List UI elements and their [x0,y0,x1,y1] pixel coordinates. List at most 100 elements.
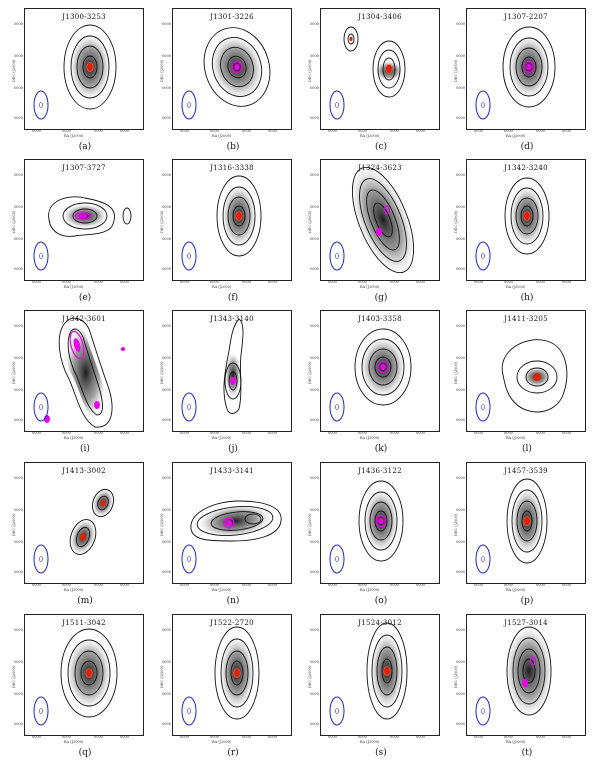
subfigure-caption: (i) [80,444,90,454]
subfigure-panel: J1342-3240 0000 0000 0000 0000 0000 0000 0000 00… [452,155,598,308]
contour-line [230,660,244,686]
y-axis-label: DEC (J2000) [308,59,312,82]
x-tick-label: 0000 [62,735,71,739]
beam-inner [481,404,485,410]
beam-inner [481,102,485,108]
magenta-contour [74,212,92,220]
y-tick-label: 0000 [456,540,465,544]
y-tick-label: 0000 [162,22,171,26]
y-tick-label: 0000 [310,22,319,26]
source-title: J1343-3140 [210,315,254,323]
source-title: J1307-3727 [62,164,106,172]
subfigure-panel: J1527-3014 0000 0000 0000 0000 0000 0000 0000 00… [452,610,598,763]
y-tick-label: 0000 [162,237,171,241]
y-tick-label: 0000 [162,508,171,512]
radio-map [475,177,550,271]
source-title: J1304-3406 [358,13,402,21]
subfigure-caption: (k) [374,444,388,454]
radio-map [33,196,132,271]
core-marker [85,668,93,678]
contour-line [82,55,98,79]
y-tick-label: 0000 [14,54,23,58]
x-axis-label: RA (J2000) [64,588,84,592]
y-tick-label: 0000 [14,22,23,26]
contour-line [510,187,544,245]
radio-map [33,628,118,726]
y-tick-label: 0000 [456,418,465,422]
x-axis-label: RA (J2000) [360,588,380,592]
subfigure-caption: (p) [520,596,534,606]
x-tick-label: 0000 [120,280,129,284]
x-tick-label: 0000 [390,280,399,284]
y-tick-label: 0000 [310,418,319,422]
radio-map [475,26,556,120]
y-tick-label: 0000 [456,173,465,177]
x-tick-label: 0000 [536,280,545,284]
x-tick-label: 0000 [268,735,277,739]
core-marker [86,62,94,72]
beam-ellipse [475,90,491,120]
subfigure-caption: (q) [78,748,92,758]
y-axis-label: DEC (J2000) [308,513,312,536]
y-tick-label: 0000 [14,476,23,480]
y-axis-label: DEC (J2000) [160,361,164,384]
x-axis-label: RA (J2000) [506,436,526,440]
beam-inner [39,253,43,259]
contour-line [216,175,262,257]
x-tick-label: 0000 [328,129,337,133]
source-title: J1527-3014 [504,619,548,627]
x-axis-label: RA (J2000) [212,285,232,289]
core-marker [383,666,391,676]
contour-line [60,628,118,718]
contour-line [343,26,359,52]
y-axis-label: DEC (J2000) [454,513,458,536]
x-tick-label: 0000 [120,583,129,587]
beam-inner [335,556,339,562]
y-tick-label: 0000 [456,356,465,360]
y-axis-label: DEC (J2000) [12,59,16,82]
beam-ellipse [181,90,197,120]
radio-map [475,339,568,422]
beam-ellipse [181,241,197,271]
y-tick-label: 0000 [310,237,319,241]
y-tick-label: 0000 [162,476,171,480]
subfigure-caption: (j) [228,444,238,454]
y-tick-label: 0000 [14,692,23,696]
y-tick-label: 0000 [162,116,171,120]
subfigure-panel: J1403-3358 0000 0000 0000 0000 0000 0000 0000 00… [306,306,456,459]
beam-ellipse [33,392,49,422]
x-tick-label: 0000 [32,583,41,587]
magenta-contour [375,514,387,528]
beam-ellipse [329,90,345,120]
x-tick-label: 0000 [210,583,219,587]
x-tick-label: 0000 [180,280,189,284]
y-axis-label: DEC (J2000) [308,665,312,688]
y-tick-label: 0000 [456,205,465,209]
contour-plot: J1307-3727 [24,159,144,281]
contour-line [509,37,549,97]
contour-line [220,638,254,708]
beam-inner [39,102,43,108]
contour-line [506,626,552,716]
contour-line [359,178,407,262]
subfigure-caption: (a) [78,142,92,152]
contour-plot: J1524-3012 [320,614,440,736]
beam-inner [39,708,43,714]
x-tick-label: 0000 [504,129,513,133]
magenta-core [94,401,100,409]
source-title: J1300-3253 [62,13,106,21]
y-axis-label: DEC (J2000) [12,361,16,384]
x-axis-label: RA (J2000) [506,285,526,289]
x-tick-label: 0000 [32,129,41,133]
beam-inner [481,708,485,714]
subfigure-caption: (b) [226,142,240,152]
y-axis-label: DEC (J2000) [160,210,164,233]
y-tick-label: 0000 [162,540,171,544]
x-tick-label: 0000 [328,583,337,587]
x-tick-label: 0000 [268,129,277,133]
subfigure-panel: J1324-3623 0000 0000 0000 0000 0000 0000 0000 00… [306,155,456,308]
beam-ellipse [329,241,345,271]
subfigure-caption: (t) [521,748,533,758]
contour-line [377,49,401,89]
